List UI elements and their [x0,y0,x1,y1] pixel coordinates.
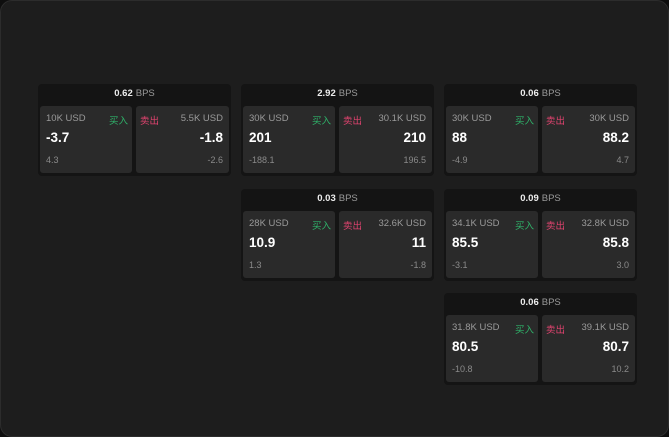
spread-value: 0.06 [520,297,539,308]
spread-header: 2.92 BPS [241,84,434,104]
sell-label: 卖出 [343,221,363,232]
buy-label: 买入 [514,116,534,127]
sell-price: 11 [411,235,426,250]
buy-sub-value: -4.9 [452,155,468,165]
buy-cell[interactable]: 30K USD 买入 88 -4.9 [446,106,538,173]
buy-sub-value: -3.1 [452,260,468,270]
buy-label: 买入 [514,325,534,336]
buy-size: 28K USD [249,218,289,229]
sell-size: 30K USD [589,113,629,124]
sell-price: 80.7 [602,339,629,354]
sell-price: 210 [403,130,426,145]
sell-size: 32.6K USD [378,218,426,229]
sell-sub-value: 196.5 [403,155,426,165]
buy-cell[interactable]: 10K USD 买入 -3.7 4.3 [40,106,132,173]
spread-unit: BPS [541,297,561,308]
quote-card: 0.62 BPS 10K USD 买入 -3.7 4.3 卖出 5.5K USD … [38,84,231,176]
buy-cell[interactable]: 31.8K USD 买入 80.5 -10.8 [446,315,538,382]
buy-size: 31.8K USD [452,322,500,333]
sell-price: 88.2 [602,130,629,145]
buy-label: 买入 [514,221,534,232]
sell-size: 39.1K USD [581,322,629,333]
spread-value: 0.62 [114,88,133,99]
sell-sub-value: 4.7 [616,155,629,165]
sell-cell[interactable]: 卖出 5.5K USD -1.8 -2.6 [136,106,229,173]
quote-card: 0.06 BPS 31.8K USD 买入 80.5 -10.8 卖出 39.1K… [444,293,637,385]
spread-unit: BPS [541,193,561,204]
sell-size: 32.8K USD [581,218,629,229]
buy-sub-value: -188.1 [249,155,275,165]
sell-size: 30.1K USD [378,113,426,124]
buy-size: 10K USD [46,113,86,124]
sell-size: 5.5K USD [180,113,223,124]
buy-cell[interactable]: 30K USD 买入 201 -188.1 [243,106,335,173]
sell-cell[interactable]: 卖出 32.8K USD 85.8 3.0 [542,211,635,278]
spread-header: 0.03 BPS [241,189,434,209]
buy-label: 买入 [108,116,128,127]
sell-price: 85.8 [602,235,629,250]
sell-sub-value: -1.8 [410,260,426,270]
sell-sub-value: -2.6 [207,155,223,165]
sell-cell[interactable]: 卖出 30.1K USD 210 196.5 [339,106,432,173]
buy-label: 买入 [311,221,331,232]
spread-header: 0.62 BPS [38,84,231,104]
sell-cell[interactable]: 卖出 39.1K USD 80.7 10.2 [542,315,635,382]
sell-label: 卖出 [546,116,566,127]
buy-price: -3.7 [46,130,70,145]
spread-unit: BPS [338,88,358,99]
buy-cell[interactable]: 34.1K USD 买入 85.5 -3.1 [446,211,538,278]
sell-cell[interactable]: 卖出 32.6K USD 11 -1.8 [339,211,432,278]
spread-header: 0.09 BPS [444,189,637,209]
sell-sub-value: 3.0 [616,260,629,270]
spread-unit: BPS [338,193,358,204]
spread-unit: BPS [541,88,561,99]
quote-card: 0.03 BPS 28K USD 买入 10.9 1.3 卖出 32.6K USD… [241,189,434,281]
buy-cell[interactable]: 28K USD 买入 10.9 1.3 [243,211,335,278]
sell-price: -1.8 [199,130,223,145]
buy-price: 80.5 [452,339,479,354]
quote-card: 0.09 BPS 34.1K USD 买入 85.5 -3.1 卖出 32.8K … [444,189,637,281]
sell-label: 卖出 [546,325,566,336]
sell-sub-value: 10.2 [611,364,629,374]
buy-sub-value: -10.8 [452,364,473,374]
buy-size: 30K USD [249,113,289,124]
buy-price: 85.5 [452,235,479,250]
buy-size: 30K USD [452,113,492,124]
buy-sub-value: 1.3 [249,260,262,270]
spread-header: 0.06 BPS [444,84,637,104]
sell-label: 卖出 [546,221,566,232]
quote-card: 0.06 BPS 30K USD 买入 88 -4.9 卖出 30K USD 88… [444,84,637,176]
buy-price: 201 [249,130,272,145]
buy-sub-value: 4.3 [46,155,59,165]
buy-label: 买入 [311,116,331,127]
sell-cell[interactable]: 卖出 30K USD 88.2 4.7 [542,106,635,173]
spread-header: 0.06 BPS [444,293,637,313]
spread-value: 0.06 [520,88,539,99]
spread-value: 0.09 [520,193,539,204]
spread-value: 0.03 [317,193,336,204]
sell-label: 卖出 [343,116,363,127]
spread-value: 2.92 [317,88,336,99]
buy-price: 88 [452,130,468,145]
quote-card: 2.92 BPS 30K USD 买入 201 -188.1 卖出 30.1K U… [241,84,434,176]
buy-size: 34.1K USD [452,218,500,229]
buy-price: 10.9 [249,235,276,250]
spread-unit: BPS [135,88,155,99]
sell-label: 卖出 [140,116,160,127]
